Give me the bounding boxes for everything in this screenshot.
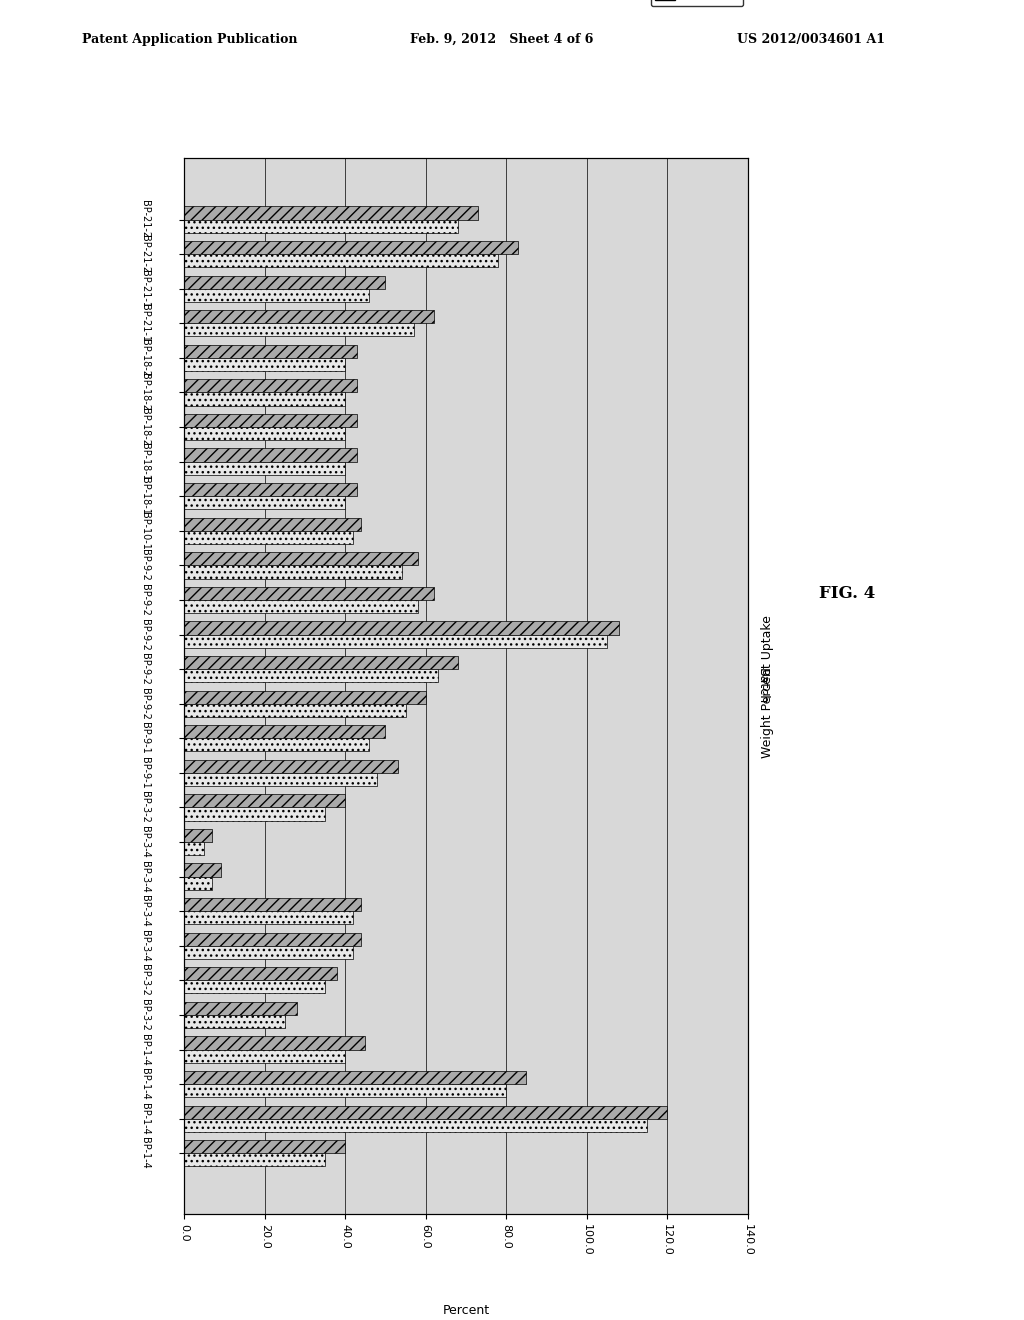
Text: US 2012/0034601 A1: US 2012/0034601 A1 bbox=[737, 33, 886, 46]
Bar bbox=[184, 358, 345, 371]
Bar bbox=[184, 414, 357, 428]
Bar bbox=[184, 449, 357, 462]
Bar bbox=[184, 863, 220, 876]
Bar bbox=[184, 462, 345, 475]
Bar bbox=[184, 690, 426, 704]
Bar bbox=[184, 517, 361, 531]
Bar bbox=[184, 738, 370, 751]
Bar bbox=[184, 656, 458, 669]
Bar bbox=[184, 428, 345, 440]
Bar bbox=[184, 565, 401, 578]
Text: FIG. 4: FIG. 4 bbox=[819, 586, 876, 602]
Bar bbox=[184, 1036, 366, 1049]
Bar bbox=[184, 635, 606, 648]
Bar bbox=[184, 1118, 647, 1131]
Bar bbox=[184, 704, 406, 717]
Bar bbox=[184, 531, 353, 544]
Bar bbox=[184, 795, 345, 808]
Bar bbox=[184, 1106, 667, 1118]
Bar bbox=[184, 289, 370, 302]
Bar bbox=[184, 829, 213, 842]
Bar bbox=[184, 206, 478, 219]
Bar bbox=[184, 772, 378, 785]
Bar bbox=[184, 483, 357, 496]
Bar bbox=[184, 310, 434, 323]
Bar bbox=[184, 392, 345, 405]
Bar bbox=[184, 760, 397, 772]
Bar bbox=[184, 911, 353, 924]
Bar bbox=[184, 876, 213, 890]
Bar bbox=[184, 379, 357, 392]
Bar bbox=[184, 1140, 345, 1154]
Bar bbox=[184, 552, 418, 565]
Bar bbox=[184, 255, 498, 267]
Text: Feb. 9, 2012   Sheet 4 of 6: Feb. 9, 2012 Sheet 4 of 6 bbox=[410, 33, 593, 46]
Legend: 10 Seconds, 10 Minutes: 10 Seconds, 10 Minutes bbox=[651, 0, 742, 5]
Bar bbox=[184, 933, 361, 945]
Bar bbox=[184, 898, 361, 911]
Bar bbox=[184, 622, 618, 635]
Bar bbox=[184, 587, 434, 601]
Bar bbox=[184, 219, 458, 232]
Bar bbox=[184, 669, 438, 682]
Bar bbox=[184, 981, 326, 994]
Bar bbox=[184, 323, 414, 337]
Y-axis label: Batch: Batch bbox=[756, 668, 768, 705]
Bar bbox=[184, 1015, 285, 1028]
Bar bbox=[184, 1002, 297, 1015]
Bar bbox=[184, 242, 518, 255]
Bar bbox=[184, 945, 353, 958]
Bar bbox=[184, 1071, 526, 1084]
Bar bbox=[184, 725, 385, 738]
Bar bbox=[184, 842, 205, 855]
Bar bbox=[184, 1154, 326, 1167]
Bar bbox=[184, 1049, 345, 1063]
Text: Patent Application Publication: Patent Application Publication bbox=[82, 33, 297, 46]
Bar bbox=[184, 496, 345, 510]
X-axis label: Percent: Percent bbox=[442, 1304, 489, 1317]
Bar bbox=[184, 276, 385, 289]
Bar bbox=[184, 1084, 506, 1097]
Y-axis label: Weight Percent Uptake: Weight Percent Uptake bbox=[762, 615, 774, 758]
Bar bbox=[184, 968, 337, 981]
Bar bbox=[184, 345, 357, 358]
Bar bbox=[184, 808, 326, 821]
Bar bbox=[184, 601, 418, 612]
